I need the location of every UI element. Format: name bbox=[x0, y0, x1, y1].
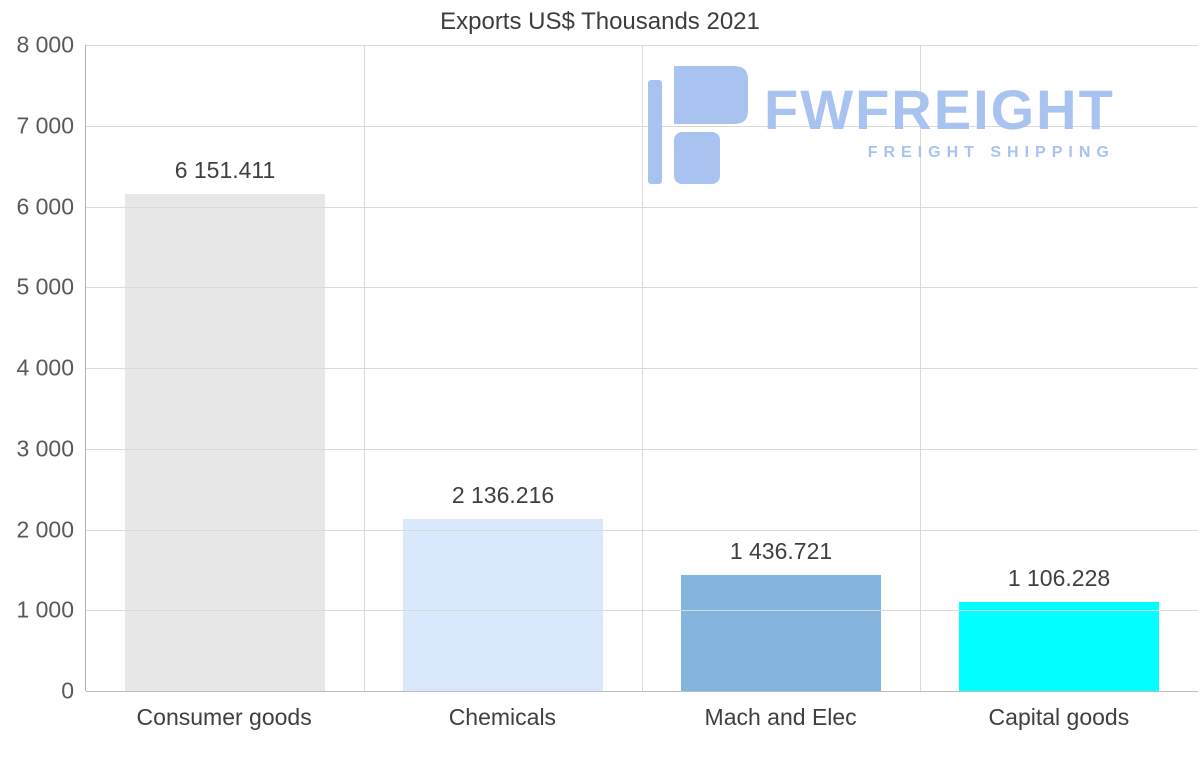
y-tick-label: 5 000 bbox=[16, 273, 74, 300]
bar-column: 2 136.216 bbox=[364, 45, 642, 691]
x-tick-label: Consumer goods bbox=[136, 704, 312, 730]
gridline-vertical bbox=[364, 45, 365, 691]
bars: 6 151.411 2 136.216 1 436.721 1 106.228 bbox=[86, 45, 1198, 691]
logo-name: FWFREIGHT bbox=[764, 78, 1115, 141]
y-tick-label: 8 000 bbox=[16, 31, 74, 58]
y-tick-label: 4 000 bbox=[16, 354, 74, 381]
y-tick-label: 7 000 bbox=[16, 112, 74, 139]
y-axis: 8 000 7 000 6 000 5 000 4 000 3 000 2 000 1 000… bbox=[0, 32, 74, 704]
bar-value-label: 2 136.216 bbox=[451, 481, 555, 508]
bar-value-label: 1 106.228 bbox=[1007, 564, 1111, 591]
bar-column: 1 436.721 bbox=[642, 45, 920, 691]
x-tick-label: Capital goods bbox=[988, 704, 1130, 730]
x-tick-label: Mach and Elec bbox=[704, 704, 857, 730]
freight-logo-icon bbox=[648, 66, 748, 191]
bar-value-label: 6 151.411 bbox=[174, 157, 276, 184]
y-tick-label: 2 000 bbox=[16, 516, 74, 542]
gridline-horizontal bbox=[86, 691, 1198, 692]
bar-consumer-goods: 6 151.411 bbox=[124, 157, 326, 691]
bar-column: 1 106.228 bbox=[920, 45, 1198, 691]
x-axis: Consumer goods Chemicals Mach and Elec Capi… bbox=[85, 704, 1198, 731]
bar-column: 6 151.411 bbox=[86, 45, 364, 691]
gridline-vertical bbox=[920, 45, 921, 691]
gridline-vertical bbox=[642, 45, 643, 691]
x-tick-label: Chemicals bbox=[448, 704, 557, 730]
bar-capital-goods: 1 106.228 bbox=[958, 565, 1160, 691]
y-tick-label: 3 000 bbox=[16, 435, 74, 462]
y-tick-label: 6 000 bbox=[16, 193, 74, 219]
bar-value-label: 1 436.721 bbox=[729, 538, 833, 564]
logo-text: FWFREIGHT FREIGHT SHIPPING bbox=[764, 66, 1115, 162]
bar-mach-and-elec: 1 436.721 bbox=[680, 538, 882, 691]
bar-chemicals: 2 136.216 bbox=[402, 482, 604, 691]
logo: FWFREIGHT FREIGHT SHIPPING bbox=[648, 66, 1115, 191]
y-tick-label: 1 000 bbox=[16, 596, 74, 623]
plot-area: 6 151.411 2 136.216 1 436.721 1 106.228 bbox=[85, 45, 1198, 692]
y-tick-label: 0 bbox=[61, 677, 74, 704]
logo-tagline: FREIGHT SHIPPING bbox=[867, 144, 1115, 161]
chart-title: Exports US$ Thousands 2021 bbox=[440, 8, 760, 35]
